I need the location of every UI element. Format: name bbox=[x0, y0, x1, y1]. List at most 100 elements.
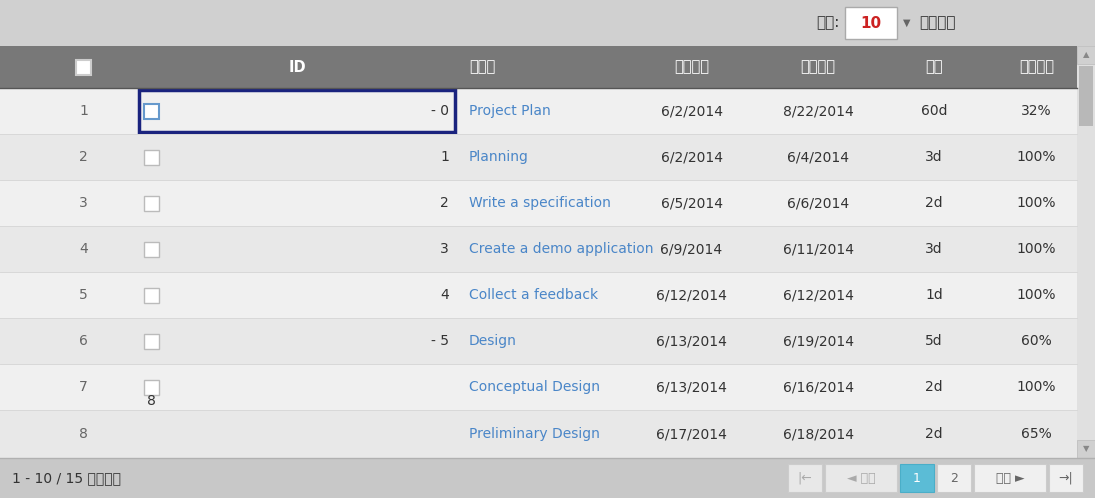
Text: 2: 2 bbox=[79, 150, 88, 164]
Text: Write a specification: Write a specification bbox=[469, 196, 611, 210]
Text: 3: 3 bbox=[79, 196, 88, 210]
Text: タスク: タスク bbox=[469, 59, 495, 75]
Text: 5d: 5d bbox=[925, 334, 943, 348]
Bar bbox=[0, 364, 1077, 410]
Bar bbox=[143, 149, 159, 164]
Bar bbox=[0, 226, 1077, 272]
Bar bbox=[76, 59, 91, 75]
Text: 6/4/2014: 6/4/2014 bbox=[787, 150, 849, 164]
Text: ▼: ▼ bbox=[1083, 445, 1090, 454]
Text: 1 - 10 / 15 レコード: 1 - 10 / 15 レコード bbox=[12, 471, 122, 485]
Bar bbox=[0, 272, 1077, 318]
Bar bbox=[143, 242, 159, 256]
Bar bbox=[1079, 66, 1093, 126]
Bar bbox=[0, 88, 1077, 134]
Text: 6/9/2014: 6/9/2014 bbox=[660, 242, 723, 256]
Bar bbox=[1077, 46, 1095, 64]
Text: 8: 8 bbox=[147, 394, 155, 408]
Text: 表示:: 表示: bbox=[817, 15, 840, 30]
Text: 2: 2 bbox=[440, 196, 449, 210]
Text: 32%: 32% bbox=[1022, 104, 1052, 118]
Text: 60%: 60% bbox=[1022, 334, 1052, 348]
Text: 8: 8 bbox=[79, 427, 88, 441]
Text: 6/16/2014: 6/16/2014 bbox=[783, 380, 853, 394]
Text: 進行状況: 進行状況 bbox=[1019, 59, 1054, 75]
Text: 6/17/2014: 6/17/2014 bbox=[656, 427, 727, 441]
Text: 2: 2 bbox=[950, 472, 958, 485]
Text: 期間: 期間 bbox=[925, 59, 943, 75]
Text: - 5: - 5 bbox=[431, 334, 449, 348]
Text: - 0: - 0 bbox=[431, 104, 449, 118]
Text: Preliminary Design: Preliminary Design bbox=[469, 427, 600, 441]
Text: 6: 6 bbox=[79, 334, 88, 348]
Text: 6/5/2014: 6/5/2014 bbox=[660, 196, 723, 210]
Text: ID: ID bbox=[288, 59, 306, 75]
Bar bbox=[973, 464, 1046, 492]
Text: 開始日付: 開始日付 bbox=[675, 59, 708, 75]
Bar bbox=[0, 180, 1077, 226]
Text: 1: 1 bbox=[913, 472, 921, 485]
Text: Conceptual Design: Conceptual Design bbox=[469, 380, 600, 394]
Text: 2d: 2d bbox=[925, 196, 943, 210]
Text: Planning: Planning bbox=[469, 150, 529, 164]
Text: 100%: 100% bbox=[1017, 150, 1057, 164]
Text: 6/19/2014: 6/19/2014 bbox=[783, 334, 853, 348]
Bar bbox=[845, 7, 897, 39]
Bar bbox=[1077, 440, 1095, 458]
Bar bbox=[0, 46, 1077, 88]
Bar bbox=[0, 134, 1077, 180]
Text: |←: |← bbox=[797, 472, 812, 485]
Text: ▲: ▲ bbox=[1083, 50, 1090, 59]
Text: 6/18/2014: 6/18/2014 bbox=[783, 427, 853, 441]
Text: Create a demo application: Create a demo application bbox=[469, 242, 654, 256]
Text: 100%: 100% bbox=[1017, 242, 1057, 256]
Text: 1: 1 bbox=[440, 150, 449, 164]
Text: Design: Design bbox=[469, 334, 517, 348]
Text: 1: 1 bbox=[79, 104, 88, 118]
Bar bbox=[143, 334, 159, 349]
Text: Project Plan: Project Plan bbox=[469, 104, 551, 118]
Text: 60d: 60d bbox=[921, 104, 947, 118]
Bar bbox=[900, 464, 934, 492]
Text: 3: 3 bbox=[440, 242, 449, 256]
Text: 2d: 2d bbox=[925, 380, 943, 394]
Text: 3d: 3d bbox=[925, 150, 943, 164]
Bar bbox=[143, 104, 159, 119]
Bar bbox=[1077, 46, 1095, 458]
Text: 6/2/2014: 6/2/2014 bbox=[660, 150, 723, 164]
Bar bbox=[825, 464, 897, 492]
Bar bbox=[139, 90, 456, 132]
Text: 6/13/2014: 6/13/2014 bbox=[656, 334, 727, 348]
Text: ▼: ▼ bbox=[903, 18, 911, 28]
Text: 10: 10 bbox=[861, 15, 881, 30]
Text: 次へ ►: 次へ ► bbox=[995, 472, 1024, 485]
Text: 5: 5 bbox=[79, 288, 88, 302]
Text: 6/12/2014: 6/12/2014 bbox=[656, 288, 727, 302]
Text: 2d: 2d bbox=[925, 427, 943, 441]
Text: 7: 7 bbox=[79, 380, 88, 394]
Text: 3d: 3d bbox=[925, 242, 943, 256]
Bar bbox=[0, 318, 1077, 364]
Bar bbox=[143, 379, 159, 394]
Text: 100%: 100% bbox=[1017, 380, 1057, 394]
Bar bbox=[0, 410, 1077, 458]
Text: 6/6/2014: 6/6/2014 bbox=[787, 196, 849, 210]
Bar bbox=[143, 287, 159, 302]
Bar bbox=[788, 464, 822, 492]
Text: 6/2/2014: 6/2/2014 bbox=[660, 104, 723, 118]
Bar bbox=[0, 0, 1095, 46]
Text: 65%: 65% bbox=[1022, 427, 1052, 441]
Text: Collect a feedback: Collect a feedback bbox=[469, 288, 598, 302]
Bar bbox=[1049, 464, 1083, 492]
Text: 100%: 100% bbox=[1017, 288, 1057, 302]
Bar bbox=[937, 464, 971, 492]
Text: 4: 4 bbox=[79, 242, 88, 256]
Text: レコード: レコード bbox=[919, 15, 956, 30]
Text: 終了日付: 終了日付 bbox=[800, 59, 835, 75]
Text: 8/22/2014: 8/22/2014 bbox=[783, 104, 853, 118]
Text: 6/12/2014: 6/12/2014 bbox=[783, 288, 853, 302]
Text: 6/11/2014: 6/11/2014 bbox=[783, 242, 853, 256]
Text: 1d: 1d bbox=[925, 288, 943, 302]
Text: 4: 4 bbox=[440, 288, 449, 302]
Bar bbox=[143, 196, 159, 211]
